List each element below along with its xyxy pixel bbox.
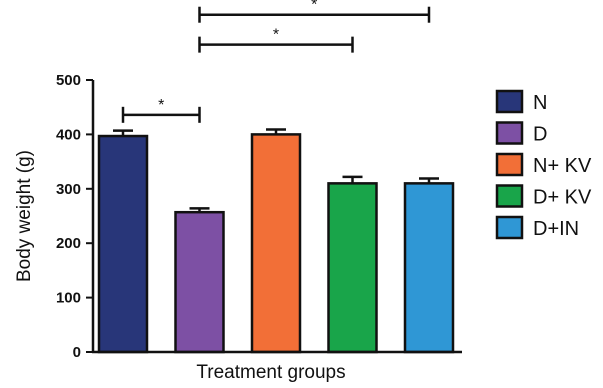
bars-layer <box>97 128 455 354</box>
legend-label: D+IN <box>533 218 579 240</box>
legend-swatch <box>495 152 524 177</box>
significance-layer: * * * <box>121 0 431 123</box>
legend: ND N+ KV D+ KV D+IN <box>495 89 592 240</box>
y-tick-label: 400 <box>56 126 81 143</box>
significance-star: * <box>311 0 317 14</box>
legend-swatch <box>495 89 524 114</box>
legend-swatch <box>495 121 524 145</box>
bar-0 <box>97 134 149 354</box>
y-tick-label: 0 <box>73 344 81 361</box>
bar-3 <box>327 182 378 354</box>
y-tick-label: 500 <box>56 72 81 89</box>
y-tick-label: 200 <box>56 235 81 252</box>
x-axis-title: Treatment groups <box>196 362 345 383</box>
y-tick-label: 300 <box>56 181 81 198</box>
y-tick-label: 100 <box>56 290 81 307</box>
legend-swatch <box>495 215 524 240</box>
bar-4 <box>403 182 455 354</box>
legend-swatch <box>495 184 524 208</box>
y-axis-title: Body weight (g) <box>14 150 35 282</box>
legend-label: N <box>533 92 547 114</box>
legend-label: D <box>533 124 547 146</box>
y-ticks: 0 100 200 300 400 500 <box>56 72 93 361</box>
legend-label: D+ KV <box>533 187 592 209</box>
legend-label: N+ KV <box>533 155 592 177</box>
significance-star: * <box>273 27 279 44</box>
bar-1 <box>174 210 225 354</box>
axes <box>91 80 462 354</box>
significance-star: * <box>158 97 164 114</box>
bar-2 <box>250 133 302 354</box>
